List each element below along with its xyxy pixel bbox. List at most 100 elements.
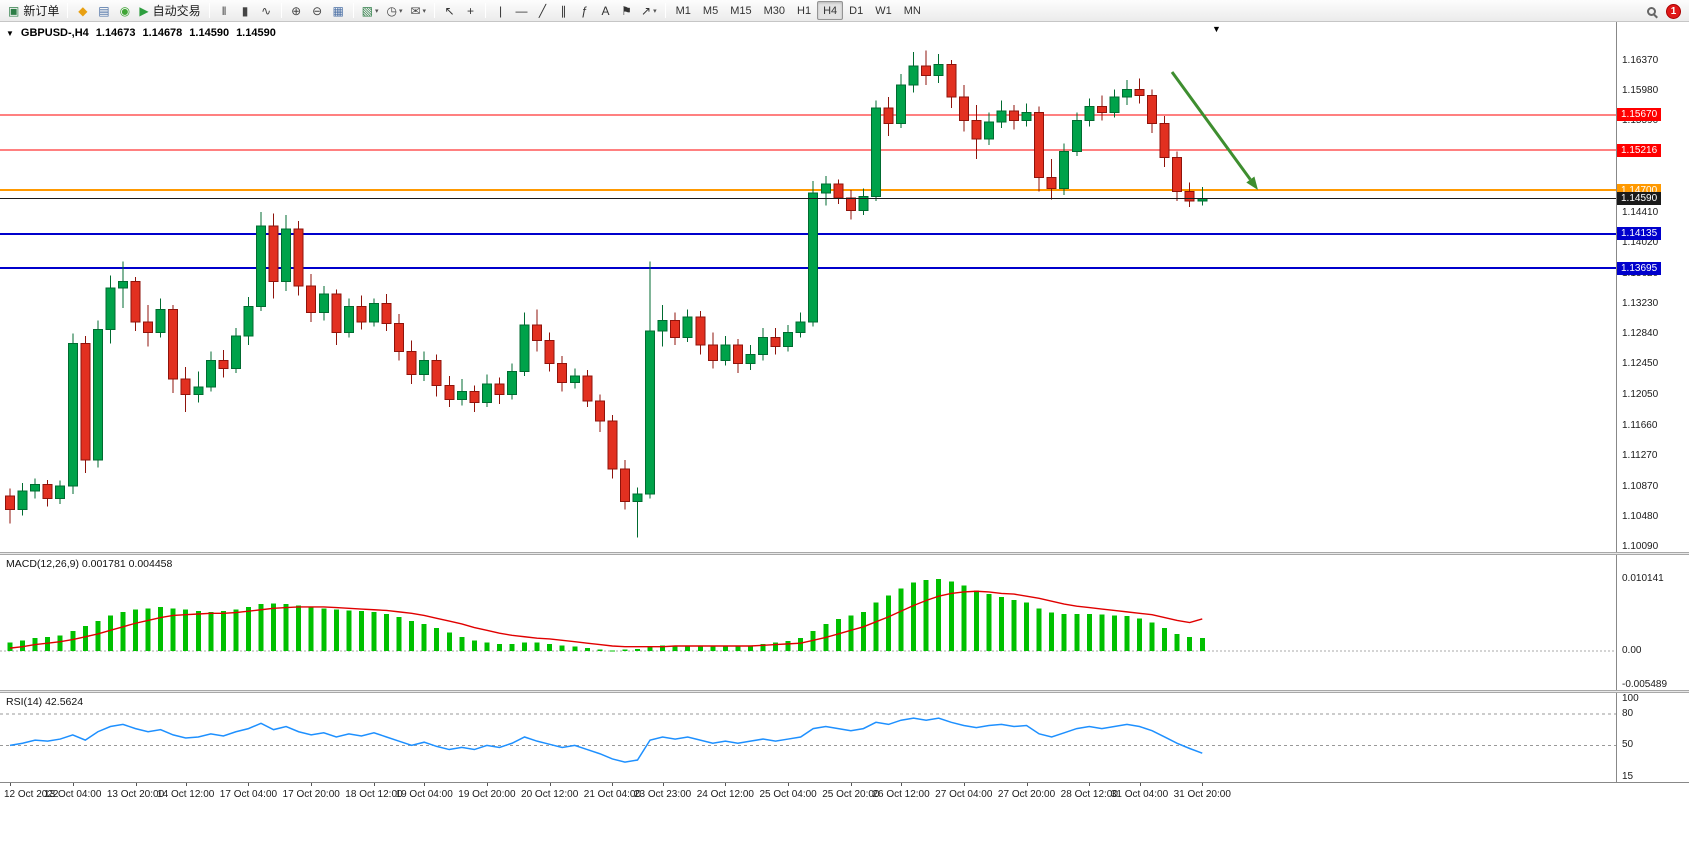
draw-label-button[interactable]: ⚑: [616, 1, 637, 20]
price-line-badge: 1.15670: [1617, 108, 1662, 122]
price-scale-label: 1.10090: [1622, 541, 1659, 553]
time-axis[interactable]: 12 Oct 2022 13 Oct 04:00 13 Oct 20:00 14 Oc…: [0, 782, 1689, 806]
crosshair-mode-button[interactable]: +: [460, 1, 481, 20]
autotrading-button[interactable]: ▶ 自动交易: [135, 1, 204, 20]
timeframe-m1-button[interactable]: M1: [675, 4, 691, 17]
rsi-scale-label: 80: [1622, 707, 1634, 719]
main-price-chart[interactable]: [0, 22, 1616, 552]
price-scale-label: 1.12840: [1622, 328, 1659, 340]
timeframe-d1-button[interactable]: D1: [849, 4, 864, 17]
candle-chart-mode-button[interactable]: ▮: [235, 1, 256, 20]
time-axis-label: 17 Oct 04:00: [219, 789, 278, 800]
zoom-in-button[interactable]: ⊕: [286, 1, 307, 20]
tile-windows-button[interactable]: ▦: [328, 1, 349, 20]
time-tick: [311, 783, 313, 786]
time-tick: [850, 783, 852, 786]
macd-indicator-panel[interactable]: [0, 555, 1616, 690]
compass-button[interactable]: ◆: [72, 1, 93, 20]
draw-vertical-line-button[interactable]: |: [490, 1, 511, 20]
line-chart-mode-button[interactable]: ∿: [256, 1, 277, 20]
toolbar-separator: [208, 3, 210, 18]
caret-down-icon: ▾: [398, 7, 403, 15]
zoom-out-button[interactable]: ⊖: [307, 1, 328, 20]
draw-trendline-button[interactable]: ╱: [532, 1, 553, 20]
chart-ohlc-header: ▼ GBPUSD-,H4 1.14673 1.14678 1.14590 1.1…: [6, 27, 276, 39]
draw-fibonacci-button[interactable]: ƒ: [574, 1, 595, 20]
sound-button[interactable]: ◉: [114, 1, 135, 20]
quote-open: 1.14673: [95, 27, 136, 39]
template-icon: ✉: [410, 3, 421, 18]
toolbar-right: 1: [1647, 0, 1681, 22]
macd-scale-label: -0.005489: [1622, 679, 1668, 690]
draw-channel-button[interactable]: ∥: [553, 1, 574, 20]
candlestick-icon: ▮: [241, 3, 249, 18]
periods-button[interactable]: ◷ ▾: [382, 1, 406, 20]
time-tick: [963, 783, 965, 786]
main-toolbar: ▣ 新订单 ◆ ▤ ◉ ▶ 自动交易 ǁ ▮ ∿ ⊕ ⊖ ▦ ▧ ▾ ◷ ▾ ✉ ▾ ↖ + | — ╱ ∥ ƒ A ⚑ ↗ ▾ M1 M5 M…: [0, 0, 1689, 22]
zoom-out-icon: ⊖: [312, 3, 323, 18]
price-scale-label: 1.12450: [1622, 358, 1659, 370]
panel-separator[interactable]: [0, 552, 1689, 555]
trendline-icon: ╱: [538, 3, 547, 18]
time-tick: [486, 783, 488, 786]
time-tick: [1026, 783, 1028, 786]
toolbar-separator: [280, 3, 282, 18]
time-axis-label: 25 Oct 04:00: [759, 789, 817, 800]
text-icon: A: [601, 3, 610, 18]
new-order-button[interactable]: ▣ 新订单: [4, 1, 63, 20]
bar-chart-mode-button[interactable]: ǁ: [214, 1, 235, 20]
market-depth-button[interactable]: ▤: [93, 1, 114, 20]
panel-separator[interactable]: [0, 690, 1689, 693]
timeframe-h1-button[interactable]: H1: [797, 4, 812, 17]
draw-text-button[interactable]: A: [595, 1, 616, 20]
price-scale-label: 1.14020: [1622, 236, 1659, 248]
notification-badge[interactable]: 1: [1666, 3, 1681, 19]
time-axis-label: 23 Oct 23:00: [633, 789, 692, 800]
cursor-icon: ↖: [444, 3, 455, 18]
search-icon[interactable]: [1647, 6, 1656, 16]
time-axis-label: 20 Oct 12:00: [521, 789, 579, 800]
timeframe-m30-button[interactable]: M30: [763, 4, 785, 17]
draw-horizontal-line-button[interactable]: —: [511, 1, 532, 20]
timeframe-m15-button[interactable]: M15: [730, 4, 752, 17]
draw-arrows-button[interactable]: ↗ ▾: [637, 1, 661, 20]
price-scale-label: 1.15980: [1622, 84, 1659, 96]
crosshair-icon: +: [467, 3, 475, 18]
current-price-badge: 1.14590: [1617, 192, 1662, 206]
timeframe-w1-button[interactable]: W1: [875, 4, 892, 17]
new-chart-button[interactable]: ▧ ▾: [358, 1, 383, 20]
rsi-label: RSI(14) 42.5624: [6, 696, 84, 708]
chevron-down-icon[interactable]: ▼: [6, 28, 14, 38]
autotrading-label: 自动交易: [152, 4, 201, 18]
symbol-period-label: GBPUSD-,H4: [20, 27, 89, 39]
rsi-scale-label: 100: [1622, 693, 1639, 704]
timeframe-m5-button[interactable]: M5: [702, 4, 719, 17]
macd-scale-label: 0.00: [1622, 644, 1642, 656]
price-line-badge: 1.14135: [1617, 227, 1662, 241]
toolbar-separator: [485, 3, 487, 18]
quote-high: 1.14678: [142, 27, 183, 39]
time-tick: [1139, 783, 1141, 786]
rsi-scale-label: 15: [1622, 771, 1634, 782]
time-axis-label: 13 Oct 20:00: [106, 789, 165, 800]
cursor-mode-button[interactable]: ↖: [439, 1, 460, 20]
time-axis-label: 21 Oct 04:00: [583, 789, 642, 800]
price-scale-label: 1.11270: [1622, 449, 1658, 461]
time-tick: [373, 783, 375, 786]
time-axis-label: 25 Oct 20:00: [822, 789, 880, 800]
macd-scale-label: 0.010141: [1622, 572, 1664, 584]
timeframe-mn-button[interactable]: MN: [903, 4, 921, 17]
price-scale[interactable]: 1.163701.159801.155901.144101.140201.136…: [1616, 22, 1689, 782]
time-tick: [72, 783, 74, 786]
time-axis-label: 27 Oct 04:00: [935, 789, 993, 800]
templates-button[interactable]: ✉ ▾: [406, 1, 430, 20]
rsi-indicator-panel[interactable]: [0, 693, 1616, 782]
time-tick: [1202, 783, 1204, 786]
time-axis-label: 26 Oct 12:00: [872, 789, 930, 800]
time-tick: [10, 783, 11, 786]
timeframe-h4-button[interactable]: H4: [817, 1, 844, 20]
price-line-badge: 1.13695: [1617, 261, 1662, 275]
toolbar-separator: [352, 3, 354, 18]
horizontal-line-icon: —: [515, 3, 528, 18]
